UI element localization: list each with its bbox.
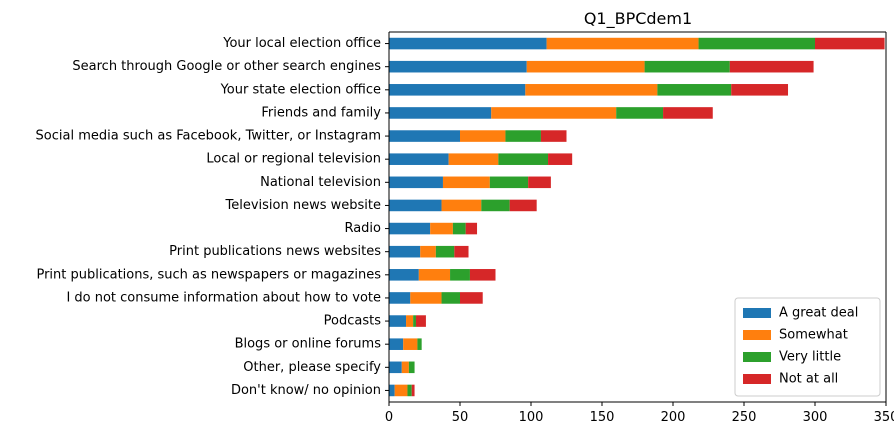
bar-segment bbox=[418, 269, 451, 281]
x-tick-label: 300 bbox=[803, 410, 828, 425]
bar-segment bbox=[442, 176, 490, 189]
bar-segment bbox=[408, 361, 415, 374]
bar-segment bbox=[389, 176, 443, 189]
x-tick-label: 150 bbox=[590, 410, 615, 425]
y-tick-label: Don't know/ no opinion bbox=[231, 383, 381, 398]
x-tick-label: 0 bbox=[385, 410, 393, 425]
bar-segment bbox=[526, 60, 645, 73]
legend-label: Not at all bbox=[779, 372, 838, 387]
legend-label: A great deal bbox=[779, 306, 858, 321]
bar-segment bbox=[417, 338, 422, 350]
bar-segment bbox=[389, 338, 404, 350]
y-tick-label: Blogs or online forums bbox=[235, 337, 382, 352]
bar-segment bbox=[410, 292, 442, 304]
bar-segment bbox=[403, 338, 418, 350]
bar-segment bbox=[389, 384, 395, 397]
bar-segment bbox=[389, 153, 449, 165]
bar-segment bbox=[389, 245, 421, 258]
bar-segment bbox=[698, 37, 815, 50]
bar-segment bbox=[401, 361, 409, 374]
x-tick-label: 50 bbox=[452, 410, 469, 425]
bar-segment bbox=[389, 199, 442, 212]
bar-segment bbox=[546, 37, 699, 50]
y-tick-label: Social media such as Facebook, Twitter, … bbox=[36, 129, 381, 144]
bar-segment bbox=[465, 222, 478, 235]
legend-label: Somewhat bbox=[779, 328, 848, 343]
y-tick-label: National television bbox=[260, 175, 381, 190]
y-tick-label: I do not consume information about how t… bbox=[66, 290, 381, 305]
bar-segment bbox=[491, 107, 617, 119]
legend-swatch bbox=[743, 330, 771, 340]
bar-segment bbox=[540, 130, 567, 142]
bar-segment bbox=[389, 361, 402, 374]
bar-segment bbox=[389, 60, 527, 73]
y-tick-label: Podcasts bbox=[324, 314, 382, 329]
bar-segment bbox=[489, 176, 529, 189]
bar-segment bbox=[815, 37, 885, 50]
y-tick-label: Other, please specify bbox=[243, 360, 381, 375]
y-tick-label: Radio bbox=[344, 221, 381, 236]
bar-segment bbox=[469, 269, 496, 281]
bar-segment bbox=[389, 84, 526, 96]
bar-segment bbox=[460, 292, 483, 304]
y-tick-label: Friends and family bbox=[261, 105, 381, 120]
bar-segment bbox=[663, 107, 713, 119]
legend-swatch bbox=[743, 352, 771, 362]
bar-segment bbox=[411, 384, 415, 397]
x-tick-label: 200 bbox=[661, 410, 686, 425]
bar-segment bbox=[389, 315, 407, 327]
x-tick-label: 350 bbox=[874, 410, 894, 425]
bar-segment bbox=[481, 199, 510, 212]
bar-segment bbox=[498, 153, 549, 165]
legend: A great deal Somewhat Very little Not at al… bbox=[734, 297, 881, 397]
bar-segment bbox=[407, 384, 412, 397]
bar-segment bbox=[406, 315, 414, 327]
y-tick-label: Search through Google or other search en… bbox=[72, 59, 381, 74]
bar-segment bbox=[448, 153, 499, 165]
bar-segment bbox=[616, 107, 664, 119]
y-tick-label: Your state election office bbox=[220, 82, 381, 97]
bar-segment bbox=[389, 222, 431, 235]
y-tick-label: Your local election office bbox=[222, 36, 381, 51]
plot-area: Your local election office Search through… bbox=[36, 31, 894, 425]
bar-segment bbox=[452, 222, 466, 235]
bar-segment bbox=[525, 84, 658, 96]
bar-segment bbox=[430, 222, 453, 235]
bar-segment bbox=[441, 292, 460, 304]
bar-segment bbox=[389, 269, 419, 281]
y-tick-label: Print publications, such as newspapers o… bbox=[36, 267, 381, 282]
legend-label: Very little bbox=[779, 350, 841, 365]
bar-segment bbox=[454, 245, 469, 258]
bar-segment bbox=[460, 130, 506, 142]
bar-segment bbox=[509, 199, 537, 212]
legend-swatch bbox=[743, 374, 771, 384]
bar-segment bbox=[657, 84, 732, 96]
bar-segment bbox=[435, 245, 455, 258]
bar-segment bbox=[505, 130, 541, 142]
x-tick-label: 100 bbox=[519, 410, 544, 425]
bar-segment bbox=[413, 315, 416, 327]
chart-title: Q1_BPCdem1 bbox=[584, 9, 692, 29]
bar-segment bbox=[389, 130, 460, 142]
legend-swatch bbox=[743, 308, 771, 318]
bar-segment bbox=[731, 84, 789, 96]
bar-segment bbox=[389, 37, 547, 50]
bar-segment bbox=[389, 107, 492, 119]
bar-segment bbox=[644, 60, 730, 73]
bar-segment bbox=[528, 176, 551, 189]
bar-segment bbox=[420, 245, 436, 258]
bar-segment bbox=[548, 153, 573, 165]
y-tick-label: Print publications news websites bbox=[169, 244, 381, 259]
y-tick-label: Local or regional television bbox=[206, 152, 381, 167]
bar-segment bbox=[389, 292, 411, 304]
y-tick-label: Television news website bbox=[225, 198, 382, 213]
bar-segment bbox=[415, 315, 426, 327]
bar-segment bbox=[441, 199, 482, 212]
bar-segment bbox=[450, 269, 470, 281]
x-tick-label: 250 bbox=[732, 410, 757, 425]
bar-segment bbox=[394, 384, 408, 397]
bar-segment bbox=[729, 60, 814, 73]
legend-box bbox=[734, 297, 881, 397]
